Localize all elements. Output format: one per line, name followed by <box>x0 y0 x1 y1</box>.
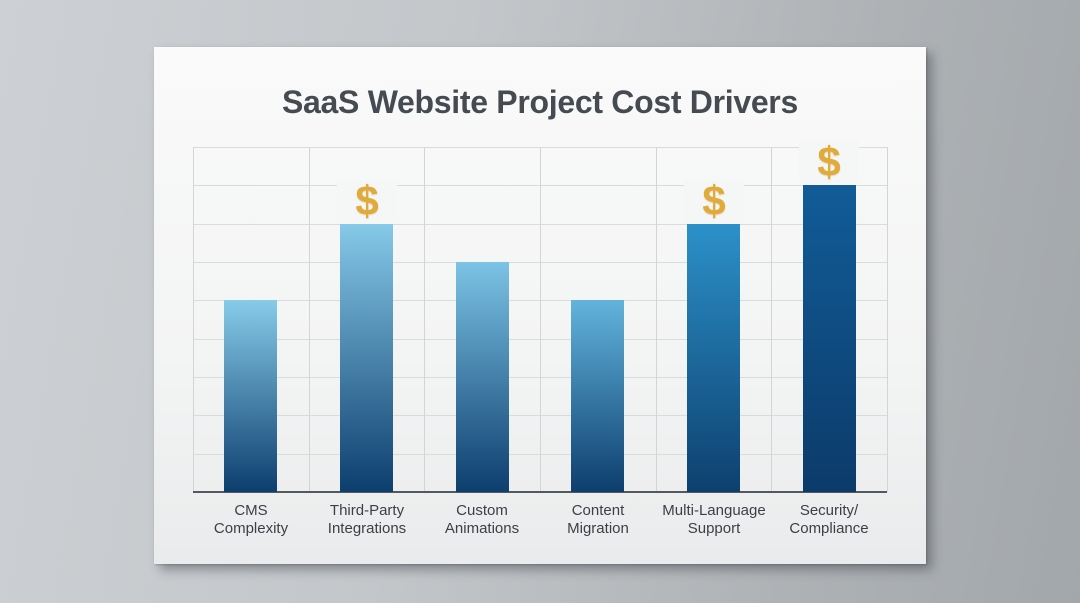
x-axis-label-line1: CMS <box>234 502 268 519</box>
bar <box>456 262 509 492</box>
x-axis-label-line2: Integrations <box>327 520 407 537</box>
x-axis-label: Security/Compliance <box>771 502 887 538</box>
x-axis-label: Content Migration <box>540 502 656 538</box>
x-axis-label-line2: Support <box>687 520 741 537</box>
gridline-vertical <box>887 147 888 492</box>
x-axis-label: Third-Party Integrations <box>309 502 425 538</box>
x-axis-label: CMS Complexity <box>193 502 309 538</box>
bar <box>571 300 624 492</box>
dollar-sign-icon: $ <box>684 180 744 222</box>
x-axis-label-line1: Multi-Language <box>662 502 766 519</box>
gridline-vertical <box>540 147 541 492</box>
dollar-sign-icon: $ <box>337 180 397 222</box>
dollar-sign-icon: $ <box>799 141 859 183</box>
gridline-vertical <box>424 147 425 492</box>
x-axis-label-line1: Content <box>571 502 625 519</box>
x-axis-label-line1: Third-Party <box>329 502 405 519</box>
bar <box>340 224 393 492</box>
x-axis-label: Custom Animations <box>424 502 540 538</box>
x-axis-label-line2: Complexity <box>213 520 289 537</box>
chart-title: SaaS Website Project Cost Drivers <box>282 84 798 120</box>
x-axis-label-line2: Animations <box>444 520 520 537</box>
gridline-vertical <box>771 147 772 492</box>
plot-area <box>193 147 888 492</box>
gridline-vertical <box>656 147 657 492</box>
x-axis-line <box>193 491 887 493</box>
x-axis-label: Multi-Language Support <box>656 502 772 538</box>
bar <box>224 300 277 492</box>
x-axis-label-line2: Compliance <box>789 520 869 537</box>
gridline-vertical <box>193 147 194 492</box>
x-axis-label-line1: Security/ <box>799 502 859 519</box>
bar <box>803 185 856 492</box>
x-axis-label-line1: Custom <box>456 502 508 519</box>
gridline-vertical <box>309 147 310 492</box>
bar <box>687 224 740 492</box>
x-axis-label-line2: Migration <box>567 520 629 537</box>
